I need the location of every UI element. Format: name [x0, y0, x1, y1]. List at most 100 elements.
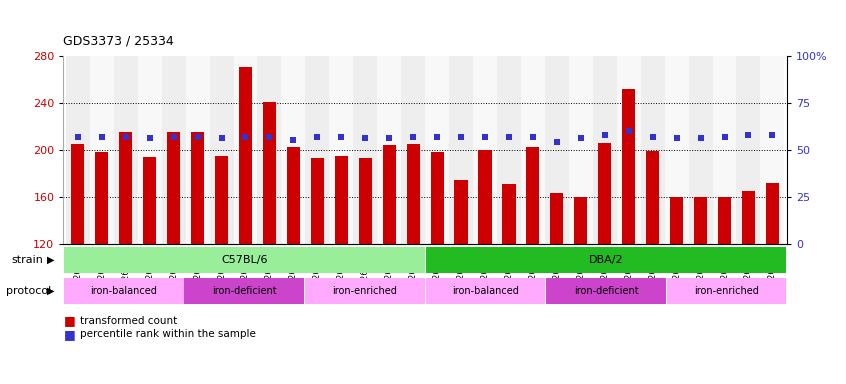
Bar — [310, 158, 324, 244]
Point — [766, 132, 779, 138]
Text: ■: ■ — [63, 314, 75, 327]
Text: iron-balanced: iron-balanced — [452, 286, 519, 296]
Bar — [454, 180, 468, 244]
Bar — [71, 144, 85, 244]
Bar — [90, 56, 113, 244]
Point — [95, 134, 108, 140]
Bar — [425, 56, 449, 244]
Bar — [766, 183, 779, 244]
Point — [478, 134, 492, 140]
Bar — [263, 101, 276, 244]
Point — [454, 134, 468, 140]
Bar — [712, 56, 737, 244]
Bar — [622, 89, 635, 244]
Point — [262, 134, 276, 140]
Bar — [670, 197, 684, 244]
Bar — [66, 56, 90, 244]
Bar — [521, 56, 545, 244]
Bar — [617, 56, 640, 244]
Bar — [646, 151, 659, 244]
Bar — [689, 56, 712, 244]
Text: DBA/2: DBA/2 — [589, 255, 624, 265]
Bar — [377, 56, 401, 244]
Bar — [473, 56, 497, 244]
Bar — [257, 56, 282, 244]
Point — [143, 136, 157, 142]
Bar — [497, 56, 521, 244]
Bar — [718, 197, 731, 244]
Bar — [305, 56, 329, 244]
Text: iron-balanced: iron-balanced — [91, 286, 157, 296]
Bar — [382, 145, 396, 244]
Point — [431, 134, 444, 140]
Point — [119, 134, 133, 140]
Point — [526, 134, 540, 140]
Bar — [401, 56, 425, 244]
Bar — [119, 132, 132, 244]
Bar — [215, 156, 228, 244]
Text: iron-deficient: iron-deficient — [574, 286, 638, 296]
Point — [191, 134, 205, 140]
Text: strain: strain — [11, 255, 43, 265]
Point — [239, 134, 252, 140]
Bar — [233, 56, 257, 244]
Bar — [329, 56, 354, 244]
Bar — [574, 197, 587, 244]
Point — [645, 134, 659, 140]
Point — [167, 134, 180, 140]
Text: iron-enriched: iron-enriched — [694, 286, 759, 296]
Point — [71, 134, 85, 140]
Bar — [143, 157, 157, 244]
Bar — [640, 56, 665, 244]
Bar — [694, 197, 707, 244]
Point — [287, 137, 300, 144]
Bar — [96, 152, 108, 244]
Bar — [449, 56, 473, 244]
Bar — [354, 56, 377, 244]
Bar — [64, 247, 425, 273]
Bar — [407, 144, 420, 244]
Bar — [737, 56, 761, 244]
Bar — [431, 152, 443, 244]
Point — [382, 136, 396, 142]
Bar — [185, 56, 210, 244]
Point — [574, 136, 588, 142]
Bar — [287, 147, 300, 244]
Bar — [593, 56, 617, 244]
Bar — [426, 247, 786, 273]
Text: ▶: ▶ — [47, 255, 54, 265]
Bar — [569, 56, 593, 244]
Point — [670, 136, 684, 142]
Point — [406, 134, 420, 140]
Point — [359, 136, 372, 142]
Bar — [665, 56, 689, 244]
Point — [503, 134, 516, 140]
Text: transformed count: transformed count — [80, 316, 178, 326]
Text: ▶: ▶ — [47, 286, 54, 296]
Text: iron-deficient: iron-deficient — [212, 286, 277, 296]
Point — [334, 134, 348, 140]
Bar — [167, 132, 180, 244]
Point — [717, 134, 731, 140]
Bar — [305, 278, 425, 304]
Bar — [478, 150, 492, 244]
Bar — [335, 156, 348, 244]
Point — [742, 132, 755, 138]
Point — [694, 136, 707, 142]
Text: C57BL/6: C57BL/6 — [221, 255, 267, 265]
Bar — [113, 56, 138, 244]
Bar — [282, 56, 305, 244]
Point — [598, 132, 612, 138]
Bar — [761, 56, 784, 244]
Bar — [210, 56, 233, 244]
Point — [622, 128, 635, 134]
Text: iron-enriched: iron-enriched — [332, 286, 398, 296]
Bar — [545, 56, 569, 244]
Text: percentile rank within the sample: percentile rank within the sample — [80, 329, 256, 339]
Bar — [359, 158, 372, 244]
Bar — [239, 68, 252, 244]
Text: GDS3373 / 25334: GDS3373 / 25334 — [63, 35, 174, 48]
Text: ■: ■ — [63, 328, 75, 341]
Point — [215, 136, 228, 142]
Bar — [426, 278, 545, 304]
